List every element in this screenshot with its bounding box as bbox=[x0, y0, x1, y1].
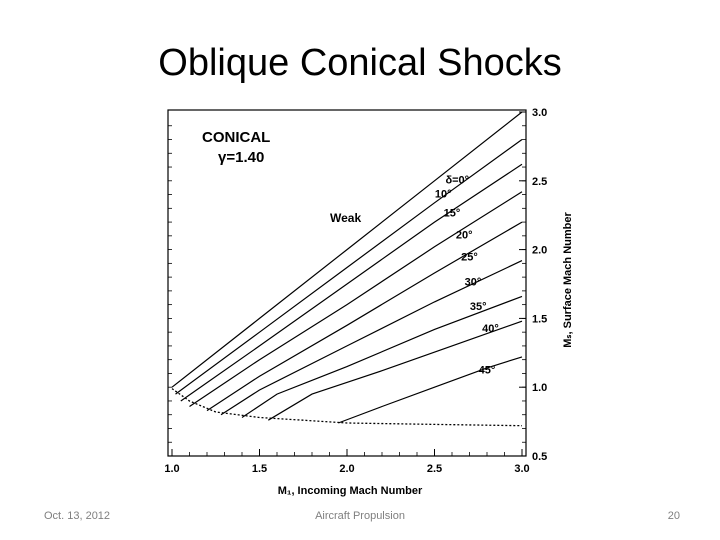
y-tick-label: 0.5 bbox=[532, 451, 547, 463]
footer-center: Aircraft Propulsion bbox=[315, 510, 405, 522]
chart-subtitle: γ=1.40 bbox=[218, 149, 264, 166]
y-axis-label: Mₛ, Surface Mach Number bbox=[562, 212, 574, 348]
series-label-0: δ=0° bbox=[445, 175, 469, 187]
series-line-2 bbox=[180, 163, 523, 402]
y-tick-label: 1.0 bbox=[532, 382, 547, 394]
x-tick-label: 1.5 bbox=[252, 463, 267, 475]
series-label-2: 15° bbox=[444, 208, 461, 220]
x-tick-label: 2.5 bbox=[427, 463, 442, 475]
series-line-1 bbox=[175, 139, 523, 395]
x-axis-label: M₁, Incoming Mach Number bbox=[278, 485, 423, 497]
x-tick-label: 1.0 bbox=[164, 463, 179, 475]
series-line-4 bbox=[206, 221, 523, 412]
y-tick-label: 2.0 bbox=[532, 245, 547, 257]
slide-title: Oblique Conical Shocks bbox=[158, 42, 562, 84]
labels-layer: δ=0°10° 15° 20° 25° 30° 35° 40° 45° bbox=[435, 175, 499, 377]
page-number: 20 bbox=[667, 510, 680, 522]
series-label-3: 20° bbox=[456, 230, 473, 242]
series-line-0 bbox=[171, 111, 523, 388]
weak-region-label: Weak bbox=[330, 211, 361, 225]
series-label-8: 45° bbox=[479, 364, 496, 376]
series-line-3 bbox=[189, 191, 523, 407]
series-line-5 bbox=[220, 260, 523, 416]
y-tick-label: 3.0 bbox=[532, 107, 547, 119]
chart-title: CONICAL bbox=[202, 129, 270, 146]
series-label-7: 40° bbox=[482, 323, 499, 335]
x-tick-label: 2.0 bbox=[339, 463, 354, 475]
curves-layer bbox=[171, 111, 523, 427]
y-tick-label: 1.5 bbox=[532, 313, 547, 325]
series-line-8 bbox=[338, 356, 523, 424]
series-label-4: 25° bbox=[461, 252, 478, 264]
series-label-6: 35° bbox=[470, 301, 487, 313]
series-label-5: 30° bbox=[465, 276, 482, 288]
series-line-7 bbox=[267, 320, 523, 421]
y-tick-label: 2.5 bbox=[532, 176, 547, 188]
x-tick-label: 3.0 bbox=[514, 463, 529, 475]
ticks-layer: 1.0 1.5 2.0 2.5 3.00.51.01.52.02.53.0 bbox=[164, 107, 547, 475]
series-label-1: 10° bbox=[435, 188, 452, 200]
footer-date: Oct. 13, 2012 bbox=[44, 510, 111, 522]
plot-frame bbox=[167, 109, 527, 457]
series-line-6 bbox=[241, 295, 523, 418]
